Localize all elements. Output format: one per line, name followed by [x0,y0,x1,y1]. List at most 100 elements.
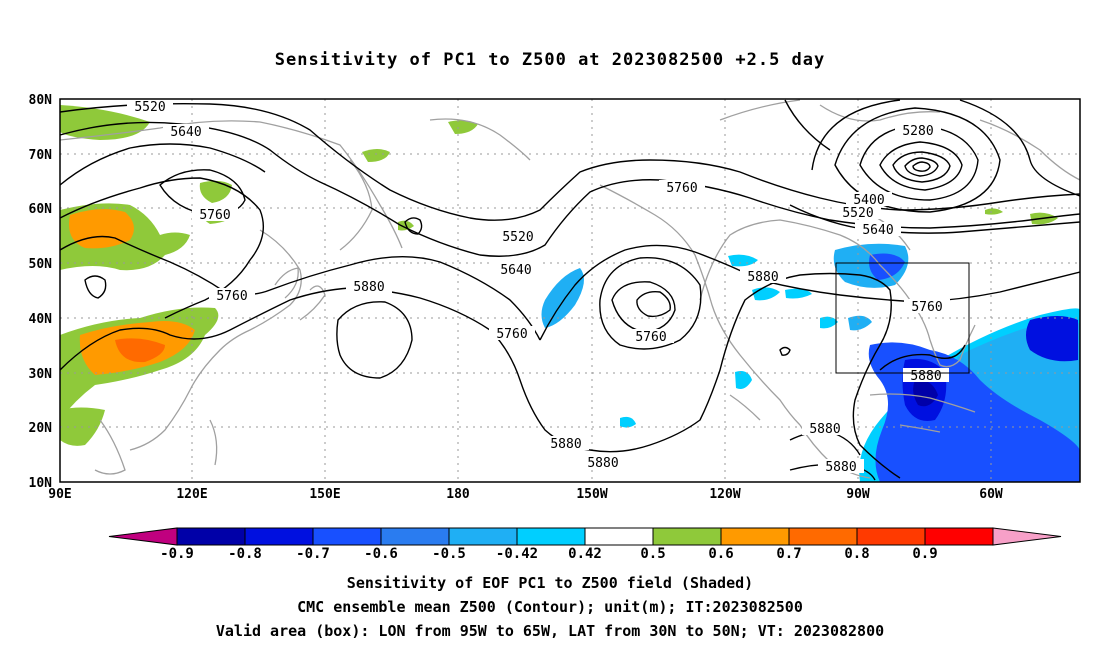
contour-5520 [834,107,1001,213]
shade-blue-patch [785,288,812,299]
svg-text:5520: 5520 [134,100,165,115]
shade-blue-patch [752,287,780,301]
svg-text:5880: 5880 [587,456,618,471]
colorbar-label: -0.8 [228,546,262,562]
colorbar-swatch [380,527,450,546]
colorbar-arrow-left [108,527,178,546]
contour-outer [811,99,901,171]
shade-blue-patch [848,315,872,331]
colorbar-swatch [652,527,722,546]
contour-5760-closed [636,290,671,318]
svg-text:5880: 5880 [910,369,941,384]
contour-label: 5760 [209,288,255,304]
lat-tick-label: 20N [29,421,53,436]
colorbar-swatch [720,527,790,546]
colorbar-swatch [788,527,858,546]
valid-area-box [835,262,970,374]
lon-tick-label: 120E [176,487,207,502]
contour-label: 5880 [580,455,626,471]
svg-text:5760: 5760 [635,330,666,345]
svg-text:5760: 5760 [666,181,697,196]
contour-outer [959,99,1080,197]
svg-text:5880: 5880 [353,280,384,295]
contour-5640 [789,204,1080,234]
contour-5880-cutoff [84,275,107,299]
colorbar-label: 0.7 [776,546,801,562]
contour-label: 5520 [835,205,881,221]
lon-axis: 90E 120E 150E 180 150W 120W 90W 60W [48,487,1003,502]
contour-5880 [60,272,901,479]
colorbar-label: 0.5 [640,546,665,562]
contour-label: 5760 [904,299,950,315]
svg-text:5760: 5760 [199,208,230,223]
svg-text:5640: 5640 [170,125,201,140]
map-title: Sensitivity of PC1 to Z500 at 2023082500… [274,50,826,70]
contour-label: 5520 [127,99,173,115]
shade-blue-patch [735,371,752,389]
contour-label: 5880 [903,368,949,384]
colorbar-swatch [312,527,382,546]
contour-5640 [60,121,1080,257]
lon-tick-label: 90E [48,487,71,502]
contour-5760 [60,177,264,319]
colorbar-swatch [856,527,926,546]
shade-blue-patch [913,379,938,407]
colorbar-swatch [176,527,246,546]
contour-label: 5640 [163,124,209,140]
contour-5760-closed [611,281,676,333]
contour-label: 5880 [346,279,392,295]
contour-5880-closed [336,301,413,379]
contour-5280 [879,141,963,191]
colorbar-swatch [448,527,518,546]
lat-tick-label: 10N [29,476,53,491]
plot-frame [59,98,1081,483]
svg-text:5880: 5880 [809,422,840,437]
shade-blue-patch [620,416,636,428]
svg-text:5280: 5280 [902,124,933,139]
contour-label: 5880 [740,269,786,285]
shade-green-patch [362,149,390,162]
colorbar-swatch [924,527,994,546]
colorbar-label: -0.5 [432,546,466,562]
caption-line-1: Sensitivity of EOF PC1 to Z500 field (Sh… [346,574,754,592]
contour-5880 [879,344,966,371]
caption-line-3: Valid area (box): LON from 95W to 65W, L… [215,622,885,640]
shade-red-patch [115,338,165,363]
colorbar-label: -0.9 [160,546,194,562]
colorbar-label: 0.8 [844,546,869,562]
contour-5400 [859,124,979,201]
colorbar-arrow-right [992,527,1062,546]
contour-5280 [904,157,939,177]
shade-green-patch [985,208,1003,215]
contour-label: 5520 [495,229,541,245]
shade-green-patch [60,105,150,140]
contour-labels: 5520 5640 5760 5520 5640 5760 5880 5760 … [127,99,950,475]
contour-label: 5640 [493,262,539,278]
contour-5640-cutoff [60,143,266,186]
svg-text:5880: 5880 [747,270,778,285]
colorbar-swatch [244,527,314,546]
contour-label: 5640 [855,222,901,238]
lon-tick-label: 90W [846,487,870,502]
colorbar-label: 0.42 [568,546,602,562]
contour-label: 5760 [489,326,535,342]
contour-label: 5880 [802,421,848,437]
svg-text:5760: 5760 [216,289,247,304]
contour-small-closed [404,217,423,235]
contour-5760 [60,235,541,341]
shade-green-patch [199,180,232,203]
lon-tick-label: 180 [446,487,470,502]
contour-5760-closed [599,257,702,350]
z500-contours [60,99,1080,481]
shade-green-patch [448,120,478,134]
svg-text:5760: 5760 [496,327,527,342]
contour-label: 5400 [846,192,892,208]
svg-text:5640: 5640 [500,263,531,278]
svg-text:5880: 5880 [825,460,856,475]
contour-outer [784,99,831,151]
svg-text:5640: 5640 [862,223,893,238]
colorbar-label: -0.7 [296,546,330,562]
svg-text:5400: 5400 [853,193,884,208]
colorbar [108,527,1062,546]
